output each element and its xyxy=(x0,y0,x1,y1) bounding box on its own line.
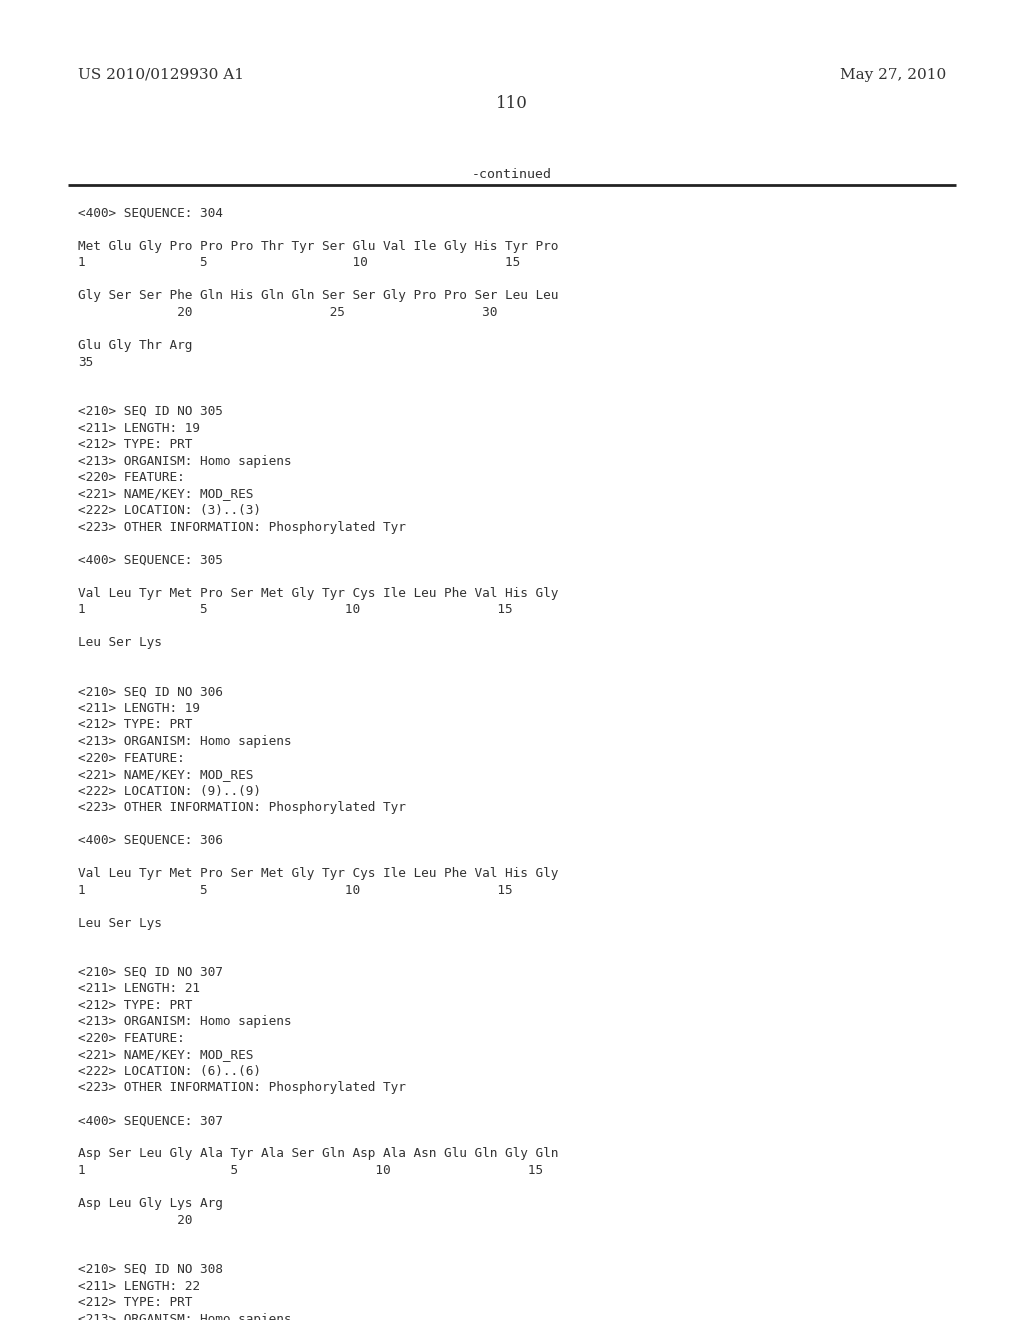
Text: <220> FEATURE:: <220> FEATURE: xyxy=(78,471,184,484)
Text: <212> TYPE: PRT: <212> TYPE: PRT xyxy=(78,999,193,1012)
Text: Asp Leu Gly Lys Arg: Asp Leu Gly Lys Arg xyxy=(78,1197,223,1210)
Text: <212> TYPE: PRT: <212> TYPE: PRT xyxy=(78,718,193,731)
Text: 35: 35 xyxy=(78,355,93,368)
Text: <400> SEQUENCE: 304: <400> SEQUENCE: 304 xyxy=(78,207,223,220)
Text: Leu Ser Lys: Leu Ser Lys xyxy=(78,636,162,649)
Text: <210> SEQ ID NO 306: <210> SEQ ID NO 306 xyxy=(78,685,223,698)
Text: Val Leu Tyr Met Pro Ser Met Gly Tyr Cys Ile Leu Phe Val His Gly: Val Leu Tyr Met Pro Ser Met Gly Tyr Cys … xyxy=(78,586,558,599)
Text: <222> LOCATION: (6)..(6): <222> LOCATION: (6)..(6) xyxy=(78,1065,261,1078)
Text: <213> ORGANISM: Homo sapiens: <213> ORGANISM: Homo sapiens xyxy=(78,735,292,748)
Text: US 2010/0129930 A1: US 2010/0129930 A1 xyxy=(78,69,244,82)
Text: Met Glu Gly Pro Pro Pro Thr Tyr Ser Glu Val Ile Gly His Tyr Pro: Met Glu Gly Pro Pro Pro Thr Tyr Ser Glu … xyxy=(78,240,558,253)
Text: 20: 20 xyxy=(78,1213,193,1226)
Text: <400> SEQUENCE: 306: <400> SEQUENCE: 306 xyxy=(78,834,223,847)
Text: Val Leu Tyr Met Pro Ser Met Gly Tyr Cys Ile Leu Phe Val His Gly: Val Leu Tyr Met Pro Ser Met Gly Tyr Cys … xyxy=(78,867,558,880)
Text: <223> OTHER INFORMATION: Phosphorylated Tyr: <223> OTHER INFORMATION: Phosphorylated … xyxy=(78,801,406,814)
Text: 1                   5                  10                  15: 1 5 10 15 xyxy=(78,1164,543,1177)
Text: May 27, 2010: May 27, 2010 xyxy=(840,69,946,82)
Text: <213> ORGANISM: Homo sapiens: <213> ORGANISM: Homo sapiens xyxy=(78,1312,292,1320)
Text: <212> TYPE: PRT: <212> TYPE: PRT xyxy=(78,438,193,451)
Text: <210> SEQ ID NO 308: <210> SEQ ID NO 308 xyxy=(78,1263,223,1276)
Text: <213> ORGANISM: Homo sapiens: <213> ORGANISM: Homo sapiens xyxy=(78,454,292,467)
Text: <221> NAME/KEY: MOD_RES: <221> NAME/KEY: MOD_RES xyxy=(78,487,253,500)
Text: <212> TYPE: PRT: <212> TYPE: PRT xyxy=(78,1296,193,1309)
Text: Gly Ser Ser Phe Gln His Gln Gln Ser Ser Gly Pro Pro Ser Leu Leu: Gly Ser Ser Phe Gln His Gln Gln Ser Ser … xyxy=(78,289,558,302)
Text: -continued: -continued xyxy=(472,168,552,181)
Text: <221> NAME/KEY: MOD_RES: <221> NAME/KEY: MOD_RES xyxy=(78,768,253,781)
Text: 1               5                  10                  15: 1 5 10 15 xyxy=(78,883,513,896)
Text: <223> OTHER INFORMATION: Phosphorylated Tyr: <223> OTHER INFORMATION: Phosphorylated … xyxy=(78,1081,406,1094)
Text: 1               5                  10                  15: 1 5 10 15 xyxy=(78,603,513,616)
Text: Glu Gly Thr Arg: Glu Gly Thr Arg xyxy=(78,339,193,352)
Text: Asp Ser Leu Gly Ala Tyr Ala Ser Gln Asp Ala Asn Glu Gln Gly Gln: Asp Ser Leu Gly Ala Tyr Ala Ser Gln Asp … xyxy=(78,1147,558,1160)
Text: <210> SEQ ID NO 305: <210> SEQ ID NO 305 xyxy=(78,405,223,418)
Text: Leu Ser Lys: Leu Ser Lys xyxy=(78,916,162,929)
Text: 110: 110 xyxy=(496,95,528,112)
Text: <220> FEATURE:: <220> FEATURE: xyxy=(78,1032,184,1045)
Text: <222> LOCATION: (9)..(9): <222> LOCATION: (9)..(9) xyxy=(78,784,261,797)
Text: <211> LENGTH: 22: <211> LENGTH: 22 xyxy=(78,1279,200,1292)
Text: 20                  25                  30: 20 25 30 xyxy=(78,306,498,319)
Text: <400> SEQUENCE: 307: <400> SEQUENCE: 307 xyxy=(78,1114,223,1127)
Text: <211> LENGTH: 21: <211> LENGTH: 21 xyxy=(78,982,200,995)
Text: <221> NAME/KEY: MOD_RES: <221> NAME/KEY: MOD_RES xyxy=(78,1048,253,1061)
Text: <220> FEATURE:: <220> FEATURE: xyxy=(78,751,184,764)
Text: 1               5                   10                  15: 1 5 10 15 xyxy=(78,256,520,269)
Text: <223> OTHER INFORMATION: Phosphorylated Tyr: <223> OTHER INFORMATION: Phosphorylated … xyxy=(78,520,406,533)
Text: <222> LOCATION: (3)..(3): <222> LOCATION: (3)..(3) xyxy=(78,504,261,517)
Text: <211> LENGTH: 19: <211> LENGTH: 19 xyxy=(78,702,200,715)
Text: <400> SEQUENCE: 305: <400> SEQUENCE: 305 xyxy=(78,553,223,566)
Text: <210> SEQ ID NO 307: <210> SEQ ID NO 307 xyxy=(78,966,223,979)
Text: <213> ORGANISM: Homo sapiens: <213> ORGANISM: Homo sapiens xyxy=(78,1015,292,1028)
Text: <211> LENGTH: 19: <211> LENGTH: 19 xyxy=(78,421,200,434)
